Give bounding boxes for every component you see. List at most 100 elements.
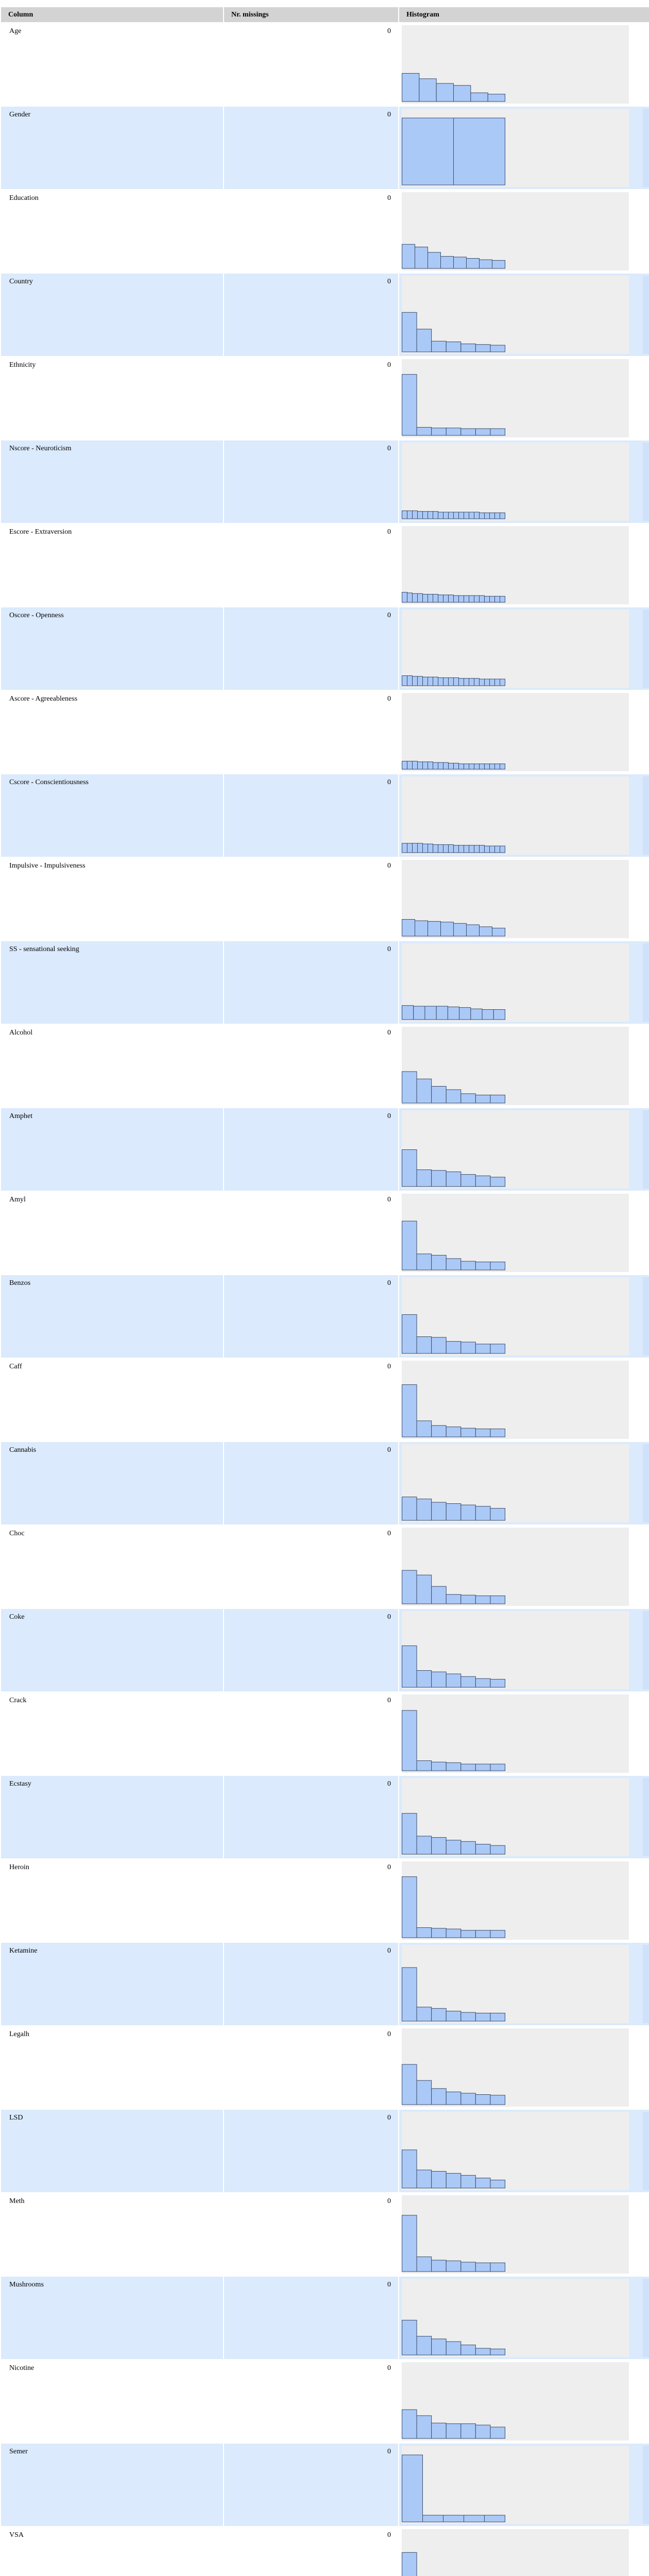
histogram-bar [431, 1761, 447, 1771]
histogram-chart [402, 2552, 417, 2576]
histogram-bar [416, 1078, 432, 1104]
missings-header[interactable]: Nr. missings [224, 7, 398, 22]
histogram-chart [402, 1967, 505, 2022]
histogram-bar [443, 595, 449, 603]
histogram-bar [484, 512, 490, 519]
table-row: Coke 0 [1, 1609, 649, 1691]
histogram-bar [402, 2552, 417, 2576]
row-edge-strip [643, 1027, 649, 1105]
histogram-panel [402, 1694, 629, 1773]
histogram-chart [402, 2215, 505, 2272]
histogram-chart [402, 843, 505, 853]
column-name-cell: SS - sensational seeking [1, 941, 223, 1024]
missings-count-cell: 0 [224, 941, 398, 1024]
table-row: Semer 0 [1, 2444, 649, 2526]
histogram-chart [402, 2319, 505, 2355]
histogram-bar [438, 844, 443, 853]
histogram-chart [402, 2409, 505, 2439]
missings-count-cell: 0 [224, 1025, 398, 1107]
histogram-chart [402, 1710, 505, 1771]
histogram-bar [458, 595, 464, 603]
column-name-cell: Cannabis [1, 1442, 223, 1524]
histogram-bar [475, 1930, 491, 1938]
histogram-bar [446, 1673, 462, 1688]
histogram-cell [399, 941, 649, 1024]
histogram-panel [402, 1861, 629, 1940]
histogram-bar [500, 679, 505, 686]
column-name-cell: Ethnicity [1, 357, 223, 439]
histogram-bar [492, 927, 505, 937]
histogram-bar [407, 592, 413, 603]
histogram-bar [460, 343, 476, 352]
histogram-cell [399, 2444, 649, 2526]
column-name-cell: Benzos [1, 1275, 223, 1358]
histogram-bar [475, 2012, 491, 2022]
histogram-bar [402, 2409, 417, 2439]
histogram-panel [402, 276, 629, 354]
missings-count-cell: 0 [224, 2277, 398, 2359]
histogram-bar [416, 1927, 432, 1938]
histogram-bar [433, 594, 438, 603]
column-name-cell: Gender [1, 107, 223, 189]
histogram-bar [490, 2348, 505, 2355]
row-edge-strip [643, 943, 649, 1022]
histogram-bar [500, 512, 505, 519]
histogram-bar [470, 92, 488, 102]
histogram-cell [399, 190, 649, 273]
histogram-bar [417, 511, 423, 519]
histogram-panel [402, 1778, 629, 1856]
table-row: SS - sensational seeking 0 [1, 941, 649, 1024]
histogram-bar [469, 595, 474, 603]
column-name-cell: Mushrooms [1, 2277, 223, 2359]
histogram-bar [402, 117, 454, 185]
missings-count-cell: 0 [224, 774, 398, 857]
histogram-bar [448, 512, 454, 519]
histogram-panel [402, 1194, 629, 1272]
missings-count-cell: 0 [224, 1442, 398, 1524]
histogram-bar [431, 1255, 447, 1270]
row-edge-strip [643, 1110, 649, 1189]
histogram-bar [443, 762, 449, 770]
column-header[interactable]: Column [1, 7, 223, 22]
histogram-panel [402, 693, 629, 771]
histogram-bar [431, 1170, 447, 1187]
histogram-chart [402, 1071, 505, 1104]
histogram-chart [402, 510, 505, 519]
column-name-cell: VSA [1, 2527, 223, 2576]
histogram-cell [399, 524, 649, 606]
histogram-bar [446, 1427, 462, 1437]
histogram-bar [460, 1841, 476, 1855]
histogram-bar [402, 843, 407, 853]
missings-count-cell: 0 [224, 440, 398, 523]
histogram-header[interactable]: Histogram [399, 7, 649, 22]
histogram-bar [433, 676, 438, 686]
histogram-bar [479, 512, 485, 519]
histogram-cell [399, 1776, 649, 1858]
row-edge-strip [643, 693, 649, 771]
histogram-cell [399, 774, 649, 857]
column-name-cell: Education [1, 190, 223, 273]
histogram-bar [466, 924, 480, 937]
row-edge-strip [643, 1611, 649, 1689]
histogram-bar [446, 2011, 462, 2022]
histogram-bar [416, 2170, 432, 2189]
histogram-bar [422, 676, 428, 686]
histogram-chart [402, 2149, 505, 2189]
histogram-bar [458, 678, 464, 686]
histogram-bar [428, 594, 433, 603]
histogram-bar [443, 677, 449, 686]
histogram-bar [448, 762, 454, 770]
histogram-panel [402, 443, 629, 521]
histogram-chart [402, 1221, 505, 1270]
histogram-cell [399, 2026, 649, 2109]
histogram-bar [460, 428, 476, 436]
histogram-bar [415, 246, 428, 269]
histogram-chart [402, 1005, 505, 1020]
histogram-bar [490, 1344, 505, 1354]
histogram-bar [484, 2515, 505, 2522]
histogram-bar [402, 760, 407, 770]
histogram-bar [494, 596, 500, 603]
histogram-bar [431, 2338, 447, 2355]
column-name-cell: Nscore - Neuroticism [1, 440, 223, 523]
histogram-bar [416, 2256, 432, 2272]
